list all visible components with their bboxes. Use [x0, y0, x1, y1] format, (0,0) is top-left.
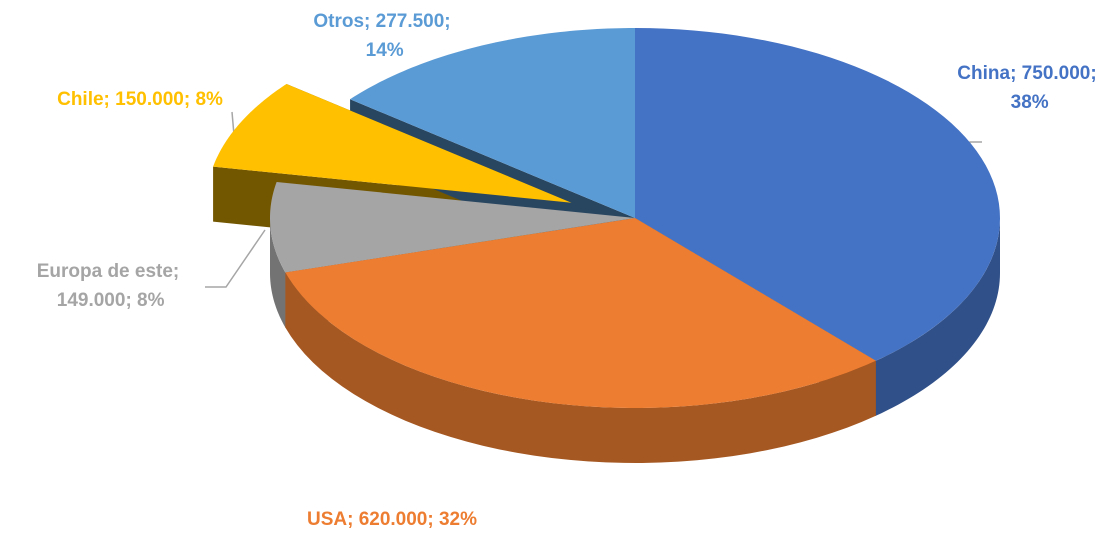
data-label: Europa de este; 149.000; 8% — [37, 261, 180, 311]
data-label-line: 14% — [360, 40, 403, 61]
data-label-line: 149.000; 8% — [51, 290, 164, 311]
leader-line — [205, 229, 266, 288]
slice-wall — [285, 272, 876, 463]
slice-wall — [270, 218, 286, 328]
data-label: Otros; 277.500; 14% — [313, 11, 450, 61]
slice — [350, 28, 635, 218]
data-label-line: Europa de este; — [37, 261, 180, 282]
slice — [285, 218, 876, 408]
slice — [270, 181, 635, 273]
pie-tops — [213, 28, 1000, 408]
data-label-line: 38% — [1005, 92, 1048, 113]
data-label: Chile; 150.000; 8% — [57, 89, 223, 110]
data-label-line: China; 750.000; — [957, 63, 1096, 84]
slice-wall — [875, 218, 1000, 416]
data-label-line: Otros; 277.500; — [313, 11, 450, 32]
slice — [213, 83, 572, 203]
data-label: China; 750.000; 38% — [957, 63, 1096, 113]
slice — [635, 28, 1000, 361]
data-label: USA; 620.000; 32% — [307, 509, 477, 530]
pie-walls — [270, 218, 1000, 463]
